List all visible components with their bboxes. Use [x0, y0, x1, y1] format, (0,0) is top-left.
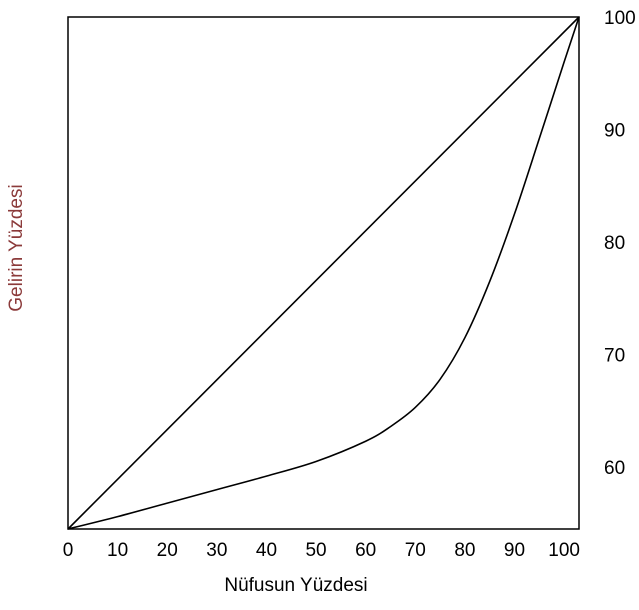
x-tick-label: 20	[157, 540, 178, 561]
x-tick-label: 60	[355, 540, 376, 561]
x-tick-label: 80	[454, 540, 475, 561]
y-tick-label: 90	[604, 121, 625, 142]
x-axis-title: Nüfusun Yüzdesi	[224, 575, 367, 596]
series-group	[67, 16, 580, 530]
y-tick-label: 100	[604, 8, 636, 29]
x-tick-label: 50	[305, 540, 326, 561]
x-tick-label: 30	[206, 540, 227, 561]
x-tick-label: 40	[256, 540, 277, 561]
y-tick-label: 80	[604, 233, 625, 254]
x-tick-labels: 0 10 20 30 40 50 60 70 80 90 100	[63, 540, 580, 561]
y-tick-label: 60	[604, 458, 625, 479]
x-tick-label: 10	[107, 540, 128, 561]
x-tick-label: 100	[548, 540, 580, 561]
plot-frame	[67, 16, 580, 530]
y-tick-label: 70	[604, 346, 625, 367]
x-tick-label: 70	[405, 540, 426, 561]
y-tick-labels: 60 70 80 90 100	[604, 8, 636, 479]
x-tick-label: 0	[63, 540, 74, 561]
y-axis-title: Gelirin Yüzdesi	[6, 184, 27, 311]
series-line-1	[67, 16, 580, 530]
x-tick-label: 90	[504, 540, 525, 561]
series-line-2	[67, 16, 580, 530]
